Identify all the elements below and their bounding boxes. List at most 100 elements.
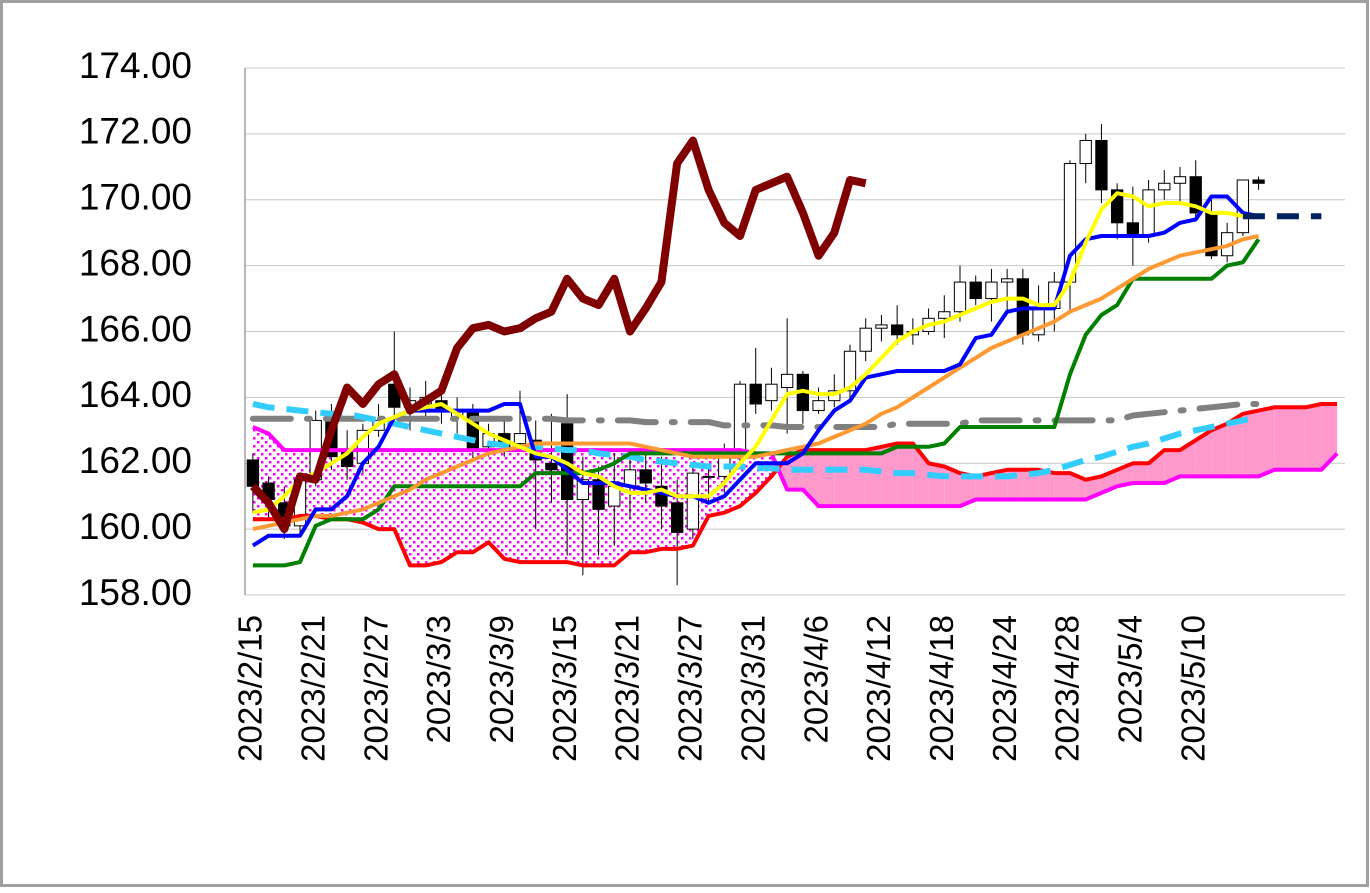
cloud-segment: [1148, 450, 1165, 484]
x-tick-label: 2023/5/4: [1112, 615, 1149, 743]
candle-body: [938, 311, 951, 319]
x-tick-label: 2023/4/28: [1049, 615, 1086, 762]
x-tick-label: 2023/3/31: [734, 615, 771, 762]
x-tick-label: 2023/3/9: [483, 615, 520, 743]
candle-body: [702, 475, 715, 478]
cloud-segment: [960, 473, 976, 507]
candle-body: [639, 469, 652, 484]
cloud-segment: [410, 450, 426, 566]
cloud-segment: [535, 450, 552, 563]
x-tick-label: 2023/2/27: [357, 615, 394, 762]
y-tick-label: 160.00: [79, 506, 192, 547]
cloud-segment: [818, 450, 835, 507]
cloud-segment: [504, 450, 520, 563]
x-tick-label: 2023/4/12: [860, 615, 897, 762]
indicator-line: [251, 194, 1260, 548]
cloud-segment: [1227, 413, 1243, 477]
cloud-segment: [441, 450, 458, 563]
y-tick-label: 166.00: [79, 308, 192, 349]
cloud-segment: [1164, 450, 1180, 484]
cloud-segment: [834, 450, 850, 507]
indicator-line: [252, 238, 1261, 568]
cloud-segment: [520, 450, 536, 563]
x-tick-label: 2023/3/21: [609, 615, 646, 762]
candle-body: [953, 281, 967, 313]
candle-body: [1095, 139, 1108, 191]
candle-body: [733, 383, 747, 454]
y-tick-label: 162.00: [79, 440, 192, 481]
cloud-segment: [881, 443, 898, 507]
candle-body: [890, 324, 904, 336]
candle-body: [1000, 278, 1014, 283]
candle-body: [1252, 179, 1265, 184]
cloud-segment: [1195, 430, 1212, 477]
candle-body: [576, 479, 590, 500]
candle-body: [1079, 139, 1092, 165]
y-tick-label: 170.00: [79, 177, 192, 218]
x-tick-label: 2023/4/18: [923, 615, 960, 762]
x-tick-label: 2023/4/24: [986, 615, 1023, 762]
x-tick-label: 2023/5/10: [1174, 615, 1211, 762]
candle-body: [513, 433, 527, 444]
cloud-segment: [1211, 423, 1228, 477]
candle-body: [843, 350, 857, 392]
cloud-segment: [1290, 407, 1306, 470]
cloud-segment: [850, 450, 866, 507]
cloud-segment: [1305, 403, 1322, 470]
candle-body: [592, 479, 605, 510]
x-tick-label: 2023/3/27: [672, 615, 709, 762]
cloud-segment: [1132, 463, 1149, 484]
indicator-line: [249, 401, 1262, 430]
candle-body: [1189, 176, 1202, 214]
candle-body: [859, 327, 872, 352]
candle-body: [655, 485, 668, 507]
x-tick-label: 2023/4/6: [797, 615, 834, 743]
cloud-segment: [457, 450, 473, 553]
cloud-segment: [865, 446, 882, 507]
lagging-span: [250, 136, 867, 534]
cloud-segment: [582, 450, 599, 566]
candle-body: [545, 462, 558, 471]
cloud-segment: [1274, 407, 1290, 470]
candle-body: [749, 383, 762, 405]
candle-body: [985, 281, 998, 300]
cloud-segment: [1022, 469, 1039, 500]
candle-body: [1158, 182, 1171, 191]
candle-body: [1173, 176, 1187, 184]
candle-body: [246, 459, 260, 487]
y-tick-label: 168.00: [79, 242, 192, 283]
cloud-segment: [425, 450, 442, 566]
cloud-segment: [472, 450, 489, 553]
cloud-segment: [614, 450, 630, 566]
cloud-segment: [1258, 407, 1275, 477]
x-tick-label: 2023/3/15: [546, 615, 583, 762]
candle-body: [670, 502, 684, 533]
cloud-segment: [1038, 469, 1055, 500]
candle-body: [875, 324, 888, 329]
candle-body: [1110, 189, 1124, 224]
y-tick-label: 164.00: [79, 374, 192, 415]
y-tick-label: 172.00: [79, 111, 192, 152]
candle-body: [1142, 189, 1155, 237]
indicator-line: [252, 234, 1260, 532]
cloud-segment: [378, 450, 395, 530]
cloud-segment: [975, 473, 992, 500]
x-tick-label: 2023/3/3: [420, 615, 457, 743]
x-tick-label: 2023/2/15: [232, 615, 269, 762]
y-tick-label: 174.00: [79, 45, 192, 86]
cloud-segment: [1242, 410, 1259, 477]
candle-body: [686, 472, 700, 530]
candle-body: [780, 373, 794, 388]
candle-body: [812, 400, 825, 412]
x-tick-label: 2023/2/21: [294, 615, 331, 762]
candle-body: [969, 281, 982, 300]
cloud-segment: [928, 463, 945, 507]
candle-body: [765, 383, 778, 402]
cloud-segment: [1321, 403, 1338, 470]
leading-span-b: [252, 425, 1339, 509]
cloud-segment: [1054, 473, 1070, 500]
cloud-segment: [488, 450, 505, 559]
y-tick-label: 158.00: [79, 572, 192, 613]
cloud-segment: [630, 450, 646, 553]
